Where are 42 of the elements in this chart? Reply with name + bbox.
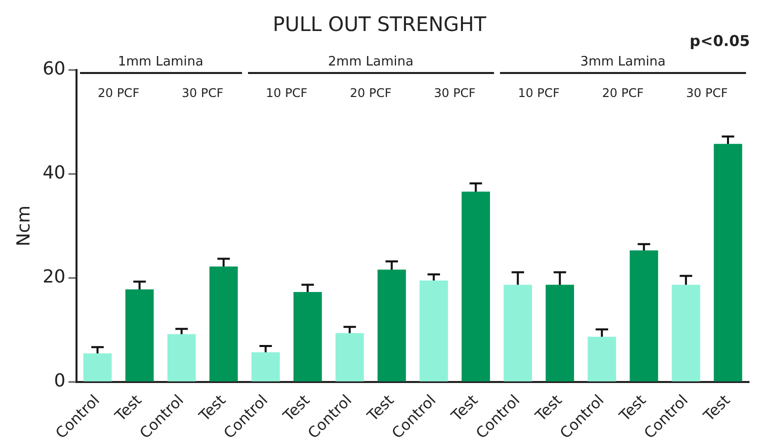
bar xyxy=(672,284,700,382)
text: 1mm Lamina xyxy=(118,54,204,70)
y-tick-label: 40 xyxy=(42,162,66,184)
text: p<0.05 xyxy=(690,32,750,50)
bar xyxy=(293,292,322,382)
annotation: 20 PCF xyxy=(602,86,644,100)
x-tick-label: Test xyxy=(362,391,398,426)
x-tick-label: Test xyxy=(531,391,566,426)
text: 3mm Lamina xyxy=(580,54,666,70)
x-tick-label: Test xyxy=(699,391,734,426)
bar xyxy=(504,284,532,382)
y-tick-label: 0 xyxy=(54,370,66,392)
chart-title: PULL OUT STRENGHT xyxy=(272,12,488,36)
bar xyxy=(420,280,448,382)
bar xyxy=(462,192,490,382)
bar xyxy=(125,289,154,382)
bar xyxy=(209,266,238,382)
bar xyxy=(83,353,112,382)
x-tick-label: Test xyxy=(278,391,314,426)
y-tick-label: 60 xyxy=(42,58,66,80)
annotation: 20 PCF xyxy=(98,86,140,100)
bar xyxy=(378,270,406,382)
bar xyxy=(167,334,196,382)
bar xyxy=(630,250,658,382)
bar xyxy=(714,144,742,382)
annotation: 30 PCF xyxy=(434,86,476,100)
bar xyxy=(546,284,574,382)
y-tick-label: 20 xyxy=(42,266,66,288)
annotation: 30 PCF xyxy=(182,86,224,100)
y-axis-title: Ncm xyxy=(13,206,34,246)
text: 2mm Lamina xyxy=(328,54,414,70)
bar xyxy=(336,333,364,382)
x-tick-label: Test xyxy=(615,391,650,426)
bar xyxy=(251,352,280,382)
annotation: 10 PCF xyxy=(518,86,560,100)
bar xyxy=(588,336,616,382)
x-tick-label: Test xyxy=(194,391,230,426)
annotation: 30 PCF xyxy=(686,86,728,100)
annotation: 20 PCF xyxy=(350,86,392,100)
x-tick-label: Test xyxy=(447,391,482,426)
x-tick-label: Test xyxy=(110,391,146,426)
annotation: 10 PCF xyxy=(266,86,308,100)
